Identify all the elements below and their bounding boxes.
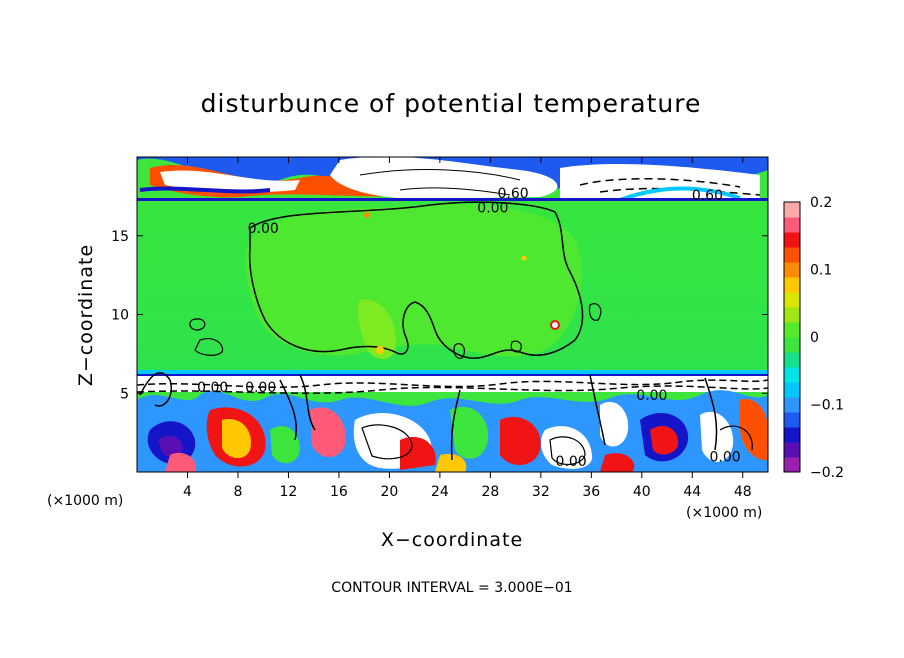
contour-label: 0.00 [636,388,667,404]
contour-label: 0.60 [497,186,528,202]
contour-label: 0.00 [556,454,587,470]
x-tick-label: 12 [280,484,298,500]
colorbar-swatch [784,382,800,398]
y-tick-label: 15 [111,229,129,245]
colorbar-swatch [784,292,800,308]
contour-label: 0.00 [710,449,741,465]
colorbar-frame [783,201,801,473]
colorbar-swatch [784,307,800,323]
colorbar-swatch [784,412,800,428]
colorbar-swatch [784,397,800,413]
light-green-patch [245,204,582,357]
colorbar-swatch [784,277,800,293]
x-tick-label: 44 [683,484,701,500]
x-axis-label: X−coordinate [381,529,523,551]
y-tick-label: 10 [111,308,129,324]
colorbar-tick-label: −0.2 [810,465,844,481]
colorbar-tick-label: 0 [810,330,819,346]
plot-area: 0.000.000.60 0.600.00 0.00 0.000.00 0.00 [137,157,768,472]
colorbar-swatch [784,457,800,473]
colorbar-tick-label: −0.1 [810,398,844,414]
x-tick-label: 36 [582,484,600,500]
y-tick-label: 5 [120,386,129,402]
colorbar-swatch [784,427,800,443]
colorbar-tick-label: 0.2 [810,195,832,211]
x-axis-unit-left: (×1000 m) [47,493,123,509]
y-axis-label: Z−coordinate [75,244,97,386]
colorbar-swatch [784,322,800,338]
colorbar-swatch [784,442,800,458]
contour-labels: 0.000.000.60 0.600.00 0.00 0.000.00 0.00 [197,186,741,470]
chart-title: disturbunce of potential temperature [201,89,702,118]
x-tick-label: 4 [183,484,192,500]
colorbar-swatch [784,202,800,218]
x-tick-label: 28 [481,484,499,500]
contour-label: 0.00 [477,200,508,216]
x-tick-label: 8 [233,484,242,500]
colorbar-swatch [784,247,800,263]
contour-interval-note: CONTOUR INTERVAL = 3.000E−01 [331,580,572,596]
lower-band [137,372,768,472]
colorbar-tick-label: 0.1 [810,263,832,279]
colorbar-swatch [784,262,800,278]
contour-label: 0.00 [248,221,279,237]
x-axis: 4 8 12 16 20 24 28 32 36 40 44 48 [183,157,752,500]
x-axis-unit-right: (×1000 m) [686,505,762,521]
x-tick-label: 16 [330,484,348,500]
colorbar-swatch [784,337,800,353]
y-axis: 5 10 15 [111,229,768,402]
x-tick-label: 40 [633,484,651,500]
x-tick-label: 32 [532,484,550,500]
contour-label: 0.00 [245,380,276,396]
x-tick-label: 20 [380,484,398,500]
colorbar-swatch [784,217,800,233]
zero-contour-main [248,201,584,359]
contour-label: 0.00 [197,380,228,396]
upper-band [137,157,768,202]
contour-label: 0.60 [692,188,723,204]
colorbar-swatch [784,367,800,383]
colorbar-swatch [784,232,800,248]
x-tick-label: 48 [734,484,752,500]
x-tick-label: 24 [431,484,449,500]
colorbar-swatch [784,352,800,368]
colorbar: 0.2 0.1 0 −0.1 −0.2 [783,195,844,481]
